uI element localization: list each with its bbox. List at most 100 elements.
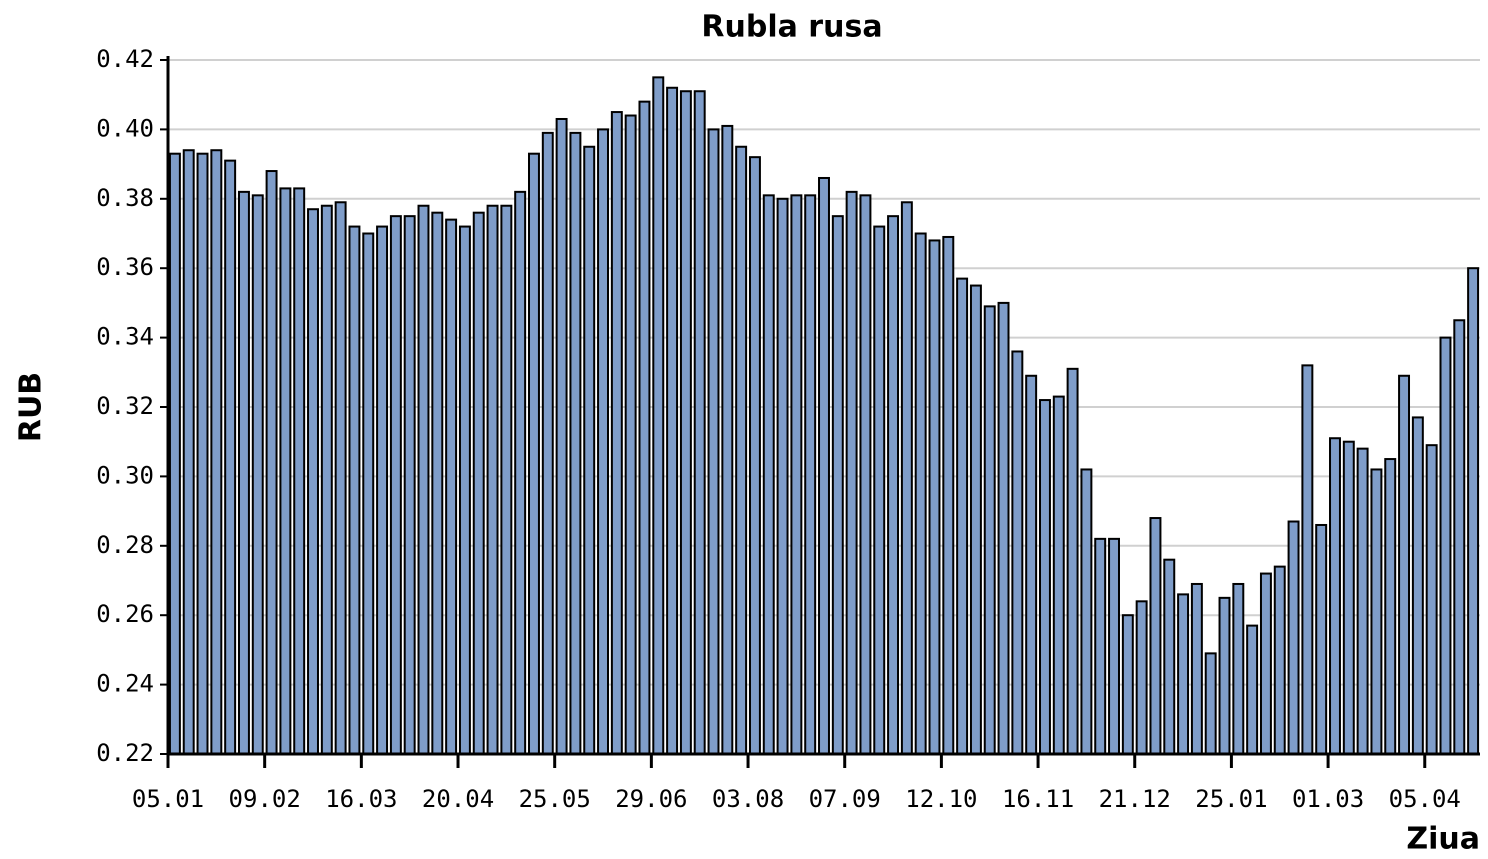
bar (528, 152, 540, 755)
bar (362, 232, 375, 755)
bar (1287, 520, 1300, 756)
bar (279, 187, 292, 755)
bar (914, 232, 927, 755)
bar (762, 194, 775, 755)
bar (293, 187, 306, 755)
bar (168, 152, 181, 755)
bar (1467, 267, 1480, 755)
bar (776, 197, 789, 756)
x-tick-label: 12.10 (905, 785, 977, 813)
x-tick-label: 25.01 (1195, 785, 1267, 813)
bar (514, 190, 527, 756)
bar (956, 277, 969, 755)
bar (652, 76, 665, 756)
y-tick-label: 0.26 (96, 600, 154, 628)
bar (1135, 600, 1148, 755)
bar (334, 201, 347, 755)
bar (1301, 364, 1314, 755)
x-tick-label: 07.09 (809, 785, 881, 813)
bar (1384, 458, 1397, 755)
bar (583, 145, 596, 755)
x-axis-label: Ziua (1406, 822, 1480, 857)
bar (1273, 565, 1286, 755)
x-tick-label: 29.06 (615, 785, 687, 813)
y-tick-label: 0.38 (96, 184, 154, 212)
bar (251, 194, 264, 755)
bar (845, 190, 858, 756)
bar (748, 156, 761, 756)
bar (1439, 336, 1452, 755)
bar (1342, 440, 1355, 755)
bar (887, 215, 900, 755)
bar (1121, 614, 1134, 756)
bar (831, 215, 844, 755)
bar (1052, 395, 1065, 755)
bar (1066, 367, 1079, 755)
bar (417, 204, 430, 756)
bar (1356, 447, 1369, 755)
bar (1370, 468, 1383, 755)
bar (1190, 582, 1203, 755)
y-tick-label: 0.40 (96, 114, 154, 142)
bar (307, 208, 319, 755)
bar (1218, 596, 1231, 755)
bar (1094, 537, 1107, 755)
bar (472, 211, 485, 755)
bar (224, 159, 237, 755)
bar (942, 235, 955, 756)
bar (707, 128, 720, 755)
x-tick-label: 05.04 (1389, 785, 1461, 813)
bar (1232, 582, 1245, 755)
y-tick-label: 0.34 (96, 323, 154, 351)
bar (1329, 437, 1341, 755)
bar (679, 90, 692, 756)
bar (900, 201, 913, 755)
x-tick-label: 05.01 (132, 785, 204, 813)
bar (1315, 523, 1328, 755)
bar (445, 218, 458, 755)
bar (1398, 374, 1411, 755)
bar (818, 176, 830, 756)
bar (597, 128, 610, 755)
bar (969, 284, 982, 755)
bar (182, 149, 195, 756)
bar (666, 86, 679, 755)
bar (928, 239, 941, 755)
bar (265, 170, 278, 756)
bar (1425, 444, 1438, 755)
y-axis-label: RUB (14, 372, 49, 442)
bar (1204, 652, 1217, 755)
y-tick-label: 0.24 (96, 670, 154, 698)
bar (721, 124, 734, 756)
bar (997, 301, 1010, 755)
bar (1038, 399, 1051, 755)
bar (376, 225, 389, 755)
y-tick-label: 0.42 (96, 45, 154, 73)
bar (237, 190, 250, 756)
bar (1149, 517, 1162, 755)
bar (1025, 374, 1038, 755)
bar (1246, 624, 1259, 755)
x-tick-label: 21.12 (1099, 785, 1171, 813)
bar (859, 194, 872, 755)
y-tick-label: 0.28 (96, 531, 154, 559)
bar (790, 194, 803, 755)
y-tick-label: 0.32 (96, 392, 154, 420)
bar (389, 215, 402, 755)
bar (348, 225, 361, 755)
x-tick-label: 20.04 (422, 785, 494, 813)
bar (873, 225, 886, 755)
bar (1080, 468, 1093, 755)
bar (541, 131, 554, 755)
bar (403, 215, 416, 755)
bar (624, 114, 637, 755)
bar (555, 117, 568, 756)
bar (1108, 537, 1120, 755)
y-tick-label: 0.22 (96, 739, 154, 767)
chart-title: Rubla rusa (701, 10, 882, 45)
bar (431, 211, 444, 755)
x-tick-label: 03.08 (712, 785, 784, 813)
y-tick-label: 0.36 (96, 253, 154, 281)
bar (983, 305, 996, 755)
